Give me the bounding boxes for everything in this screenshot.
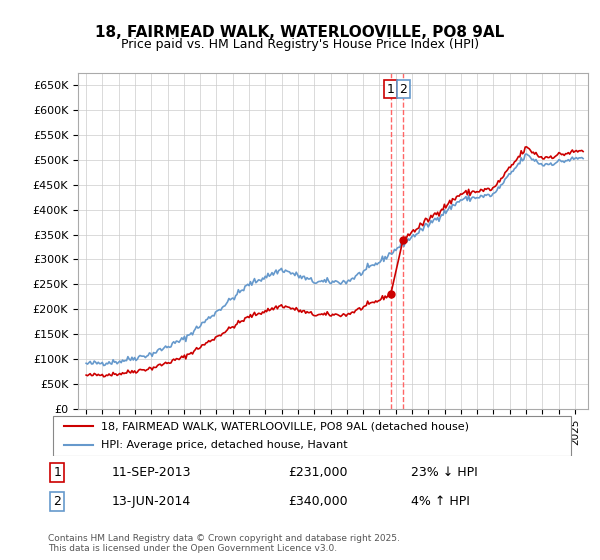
Text: 4% ↑ HPI: 4% ↑ HPI xyxy=(411,495,470,508)
Text: 11-SEP-2013: 11-SEP-2013 xyxy=(112,465,191,479)
Text: Contains HM Land Registry data © Crown copyright and database right 2025.
This d: Contains HM Land Registry data © Crown c… xyxy=(48,534,400,553)
Text: 18, FAIRMEAD WALK, WATERLOOVILLE, PO8 9AL: 18, FAIRMEAD WALK, WATERLOOVILLE, PO8 9A… xyxy=(95,25,505,40)
FancyBboxPatch shape xyxy=(53,416,571,456)
Text: 1: 1 xyxy=(53,465,61,479)
Text: 1: 1 xyxy=(387,83,395,96)
Text: £340,000: £340,000 xyxy=(289,495,348,508)
Text: £231,000: £231,000 xyxy=(289,465,348,479)
Text: 2: 2 xyxy=(53,495,61,508)
Text: 18, FAIRMEAD WALK, WATERLOOVILLE, PO8 9AL (detached house): 18, FAIRMEAD WALK, WATERLOOVILLE, PO8 9A… xyxy=(101,421,469,431)
Text: HPI: Average price, detached house, Havant: HPI: Average price, detached house, Hava… xyxy=(101,440,348,450)
Text: 2: 2 xyxy=(399,83,407,96)
Text: 13-JUN-2014: 13-JUN-2014 xyxy=(112,495,191,508)
Text: Price paid vs. HM Land Registry's House Price Index (HPI): Price paid vs. HM Land Registry's House … xyxy=(121,38,479,51)
Text: 23% ↓ HPI: 23% ↓ HPI xyxy=(411,465,478,479)
